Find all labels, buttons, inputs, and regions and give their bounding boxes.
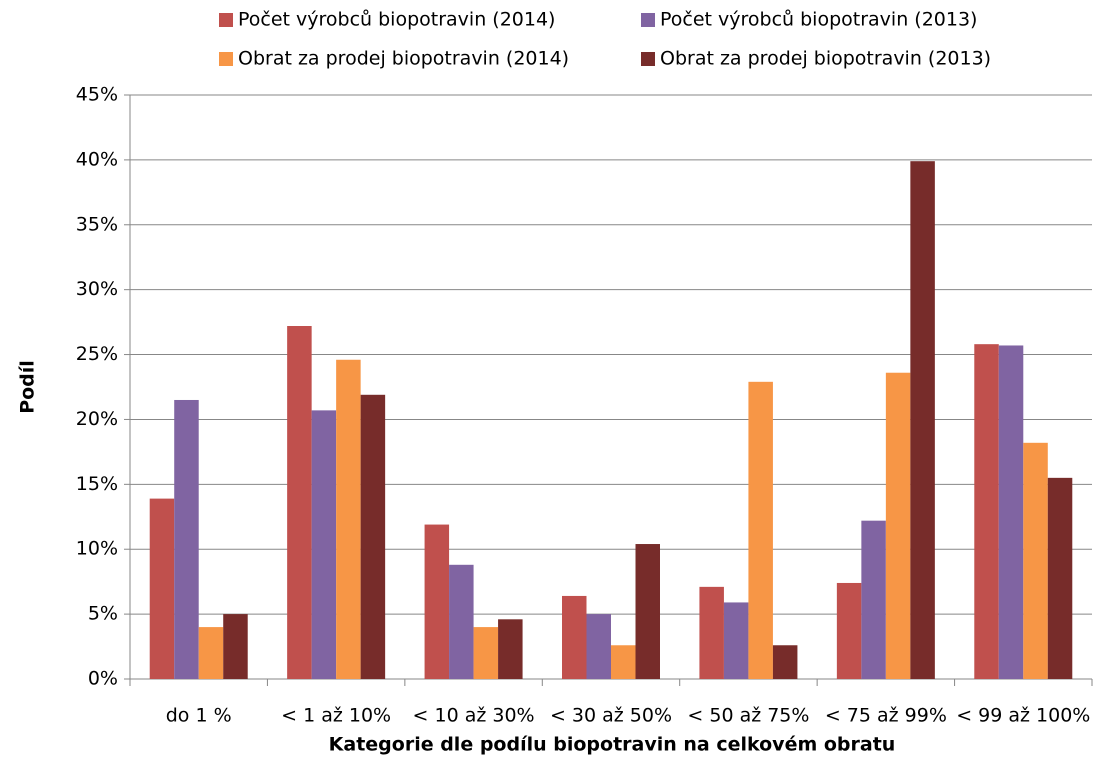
x-tick-label: < 1 až 10% (281, 705, 391, 727)
x-tick-label: < 99 až 100% (956, 705, 1090, 727)
bar (998, 345, 1024, 679)
bar (473, 627, 499, 679)
legend-label: Počet výrobců biopotravin (2014) (238, 9, 555, 31)
bar (1047, 477, 1073, 679)
x-tick-label: < 10 až 30% (413, 705, 535, 727)
bar (1023, 442, 1048, 679)
bar (910, 161, 935, 680)
bar (449, 564, 474, 679)
y-tick-label: 15% (76, 473, 118, 495)
y-tick-label: 30% (76, 278, 118, 300)
y-tick-label: 25% (76, 343, 118, 365)
y-tick-label: 45% (76, 84, 118, 106)
legend-label: Obrat za prodej biopotravin (2014) (238, 48, 569, 70)
bar (498, 619, 523, 679)
legend-swatch (219, 52, 233, 66)
x-tick-label: < 75 až 99% (825, 705, 947, 727)
bar (635, 544, 660, 679)
y-tick-label: 20% (76, 408, 118, 430)
bar (748, 381, 773, 679)
bar (424, 524, 450, 679)
x-tick-label: < 30 až 50% (550, 705, 672, 727)
bar (360, 394, 386, 679)
legend-swatch (219, 13, 233, 27)
bar (974, 344, 999, 679)
x-axis-title: Kategorie dle podílu biopotravin na celk… (329, 734, 896, 756)
bar (861, 520, 886, 679)
legend-label: Obrat za prodej biopotravin (2013) (660, 48, 991, 70)
y-tick-label: 40% (76, 148, 118, 170)
bar (149, 498, 175, 679)
bar (287, 326, 312, 679)
y-tick-label: 10% (76, 538, 118, 560)
bar (699, 586, 724, 679)
legend-swatch (641, 13, 655, 27)
y-axis-title: Podíl (17, 360, 39, 414)
bar (611, 645, 636, 679)
x-tick-label: < 50 až 75% (687, 705, 809, 727)
bar (311, 410, 337, 679)
bar (174, 399, 199, 679)
bar (836, 582, 862, 679)
bar (723, 602, 749, 679)
legend-swatch (641, 52, 655, 66)
bar (772, 645, 798, 679)
bar (885, 372, 911, 679)
y-tick-label: 35% (76, 213, 118, 235)
x-tick-label: do 1 % (166, 705, 232, 727)
bar (336, 359, 361, 679)
bar (562, 595, 587, 679)
y-tick-label: 0% (88, 668, 118, 690)
y-tick-label: 5% (88, 603, 118, 625)
bar (223, 614, 248, 679)
bar (198, 627, 224, 679)
legend-label: Počet výrobců biopotravin (2013) (660, 9, 977, 31)
bar (586, 614, 611, 679)
